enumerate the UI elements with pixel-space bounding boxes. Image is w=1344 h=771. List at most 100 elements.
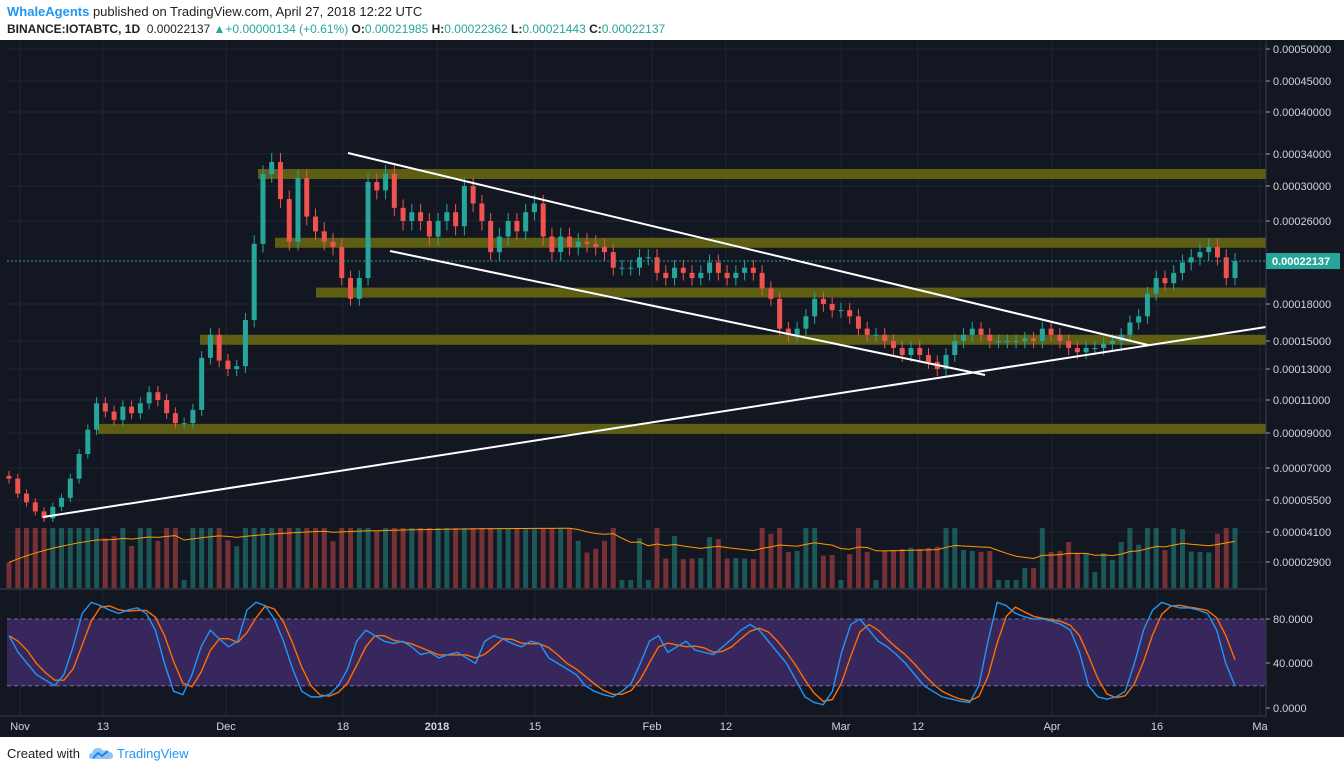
candle-body xyxy=(461,186,467,227)
candle-body xyxy=(540,203,546,237)
volume-bar xyxy=(593,548,599,588)
candle-body xyxy=(1188,257,1194,263)
price-chart-svg[interactable]: 0.00050000 0.00045000 0.00040000 0.00034000… xyxy=(0,40,1344,737)
volume-bar xyxy=(750,559,756,588)
candle-body xyxy=(908,348,914,355)
volume-bar xyxy=(216,528,222,588)
volume-bar xyxy=(873,580,879,588)
publish-header: WhaleAgents published on TradingView.com… xyxy=(0,0,1344,40)
volume-bar xyxy=(181,580,187,588)
volume-bar xyxy=(1153,528,1159,588)
candle-body xyxy=(882,334,888,341)
time-tick-label: 12 xyxy=(720,721,732,733)
volume-bar xyxy=(435,528,441,588)
publish-info: WhaleAgents published on TradingView.com… xyxy=(7,4,422,19)
candle-body xyxy=(531,203,537,213)
candle-body xyxy=(488,221,494,253)
candle-body xyxy=(225,360,231,369)
candle-body xyxy=(1232,261,1238,279)
sr-zone xyxy=(258,169,1266,179)
candle-body xyxy=(1031,338,1037,341)
volume-bar xyxy=(742,558,748,588)
volume-bar xyxy=(6,562,12,588)
volume-bar xyxy=(41,528,47,588)
volume-bar xyxy=(1223,528,1229,588)
last-price-tag-label: 0.00022137 xyxy=(1272,256,1330,268)
candle-body xyxy=(330,241,336,247)
candle-body xyxy=(637,257,643,268)
volume-bar xyxy=(418,528,424,588)
candle-body xyxy=(15,478,21,494)
volume-bar xyxy=(575,540,581,588)
volume-bar xyxy=(549,528,555,588)
candle-body xyxy=(987,334,993,341)
candle-body xyxy=(426,221,432,237)
candle-body xyxy=(575,241,581,247)
candle-body xyxy=(514,221,520,232)
candle-body xyxy=(759,272,765,289)
symbol-label: BINANCE:IOTABTC, 1D xyxy=(7,22,141,36)
volume-bar xyxy=(978,551,984,588)
volume-bar xyxy=(225,540,231,588)
low-value: 0.00021443 xyxy=(522,22,586,36)
candle-body xyxy=(890,341,896,348)
candle-body xyxy=(94,403,100,430)
volume-bar xyxy=(715,539,721,588)
candle-body xyxy=(1153,278,1159,294)
volume-bar xyxy=(855,528,861,588)
candle-body xyxy=(523,212,529,232)
price-tick-label: 0.00002900 xyxy=(1273,557,1331,569)
volume-bar xyxy=(987,550,993,588)
author-link[interactable]: WhaleAgents xyxy=(7,4,90,19)
volume-bar xyxy=(321,528,327,588)
volume-bar xyxy=(59,528,65,588)
candle-body xyxy=(146,392,152,404)
candle-body xyxy=(593,243,599,247)
grid xyxy=(0,41,1266,716)
candle-body xyxy=(356,278,362,299)
volume-bar xyxy=(523,528,529,588)
volume-bar xyxy=(269,528,275,588)
volume-bar xyxy=(934,546,940,588)
candle-body xyxy=(768,288,774,299)
stoch-tick-label: 40.0000 xyxy=(1273,658,1313,670)
stoch-d-line xyxy=(8,604,1236,703)
sr-zone xyxy=(316,287,1266,298)
volume-bar xyxy=(1109,559,1115,588)
candle-body xyxy=(628,267,634,269)
volume-bar xyxy=(803,528,809,588)
volume-bars xyxy=(6,527,1238,588)
price-axis-bg xyxy=(1266,41,1344,737)
candle-body xyxy=(794,328,800,335)
candle-body xyxy=(286,199,292,242)
candle-body xyxy=(917,348,923,355)
volume-bar xyxy=(514,528,520,588)
tradingview-cloud-icon[interactable] xyxy=(88,745,114,768)
volume-bar xyxy=(470,528,476,588)
ohlc-legend: BINANCE:IOTABTC, 1D 0.00022137 ▲+0.00000… xyxy=(7,22,665,36)
sr-zone xyxy=(275,237,1266,248)
candle-body xyxy=(1171,272,1177,284)
volume-bar xyxy=(1206,552,1212,588)
volume-bar xyxy=(1118,542,1124,588)
volume-bar xyxy=(601,540,607,588)
volume-bar xyxy=(1031,568,1037,588)
candle-body xyxy=(777,298,783,329)
candle-body xyxy=(67,478,73,498)
candle-body xyxy=(943,355,949,369)
volume-bar xyxy=(531,528,537,588)
candle-body xyxy=(313,216,318,232)
volume-bar xyxy=(926,547,931,588)
candle-body xyxy=(899,348,905,355)
time-tick-label: 15 xyxy=(529,721,541,733)
volume-bar xyxy=(584,552,590,588)
volume-bar xyxy=(120,528,126,588)
chart-container[interactable]: 0.00050000 0.00045000 0.00040000 0.00034000… xyxy=(0,40,1344,737)
volume-bar xyxy=(1039,528,1045,588)
candle-body xyxy=(409,212,415,221)
tradingview-link[interactable]: TradingView xyxy=(117,746,189,761)
candle-body xyxy=(864,328,870,335)
price-tick-label: 0.00026000 xyxy=(1273,216,1331,228)
candle-body xyxy=(234,366,240,369)
candle-body xyxy=(750,267,756,273)
